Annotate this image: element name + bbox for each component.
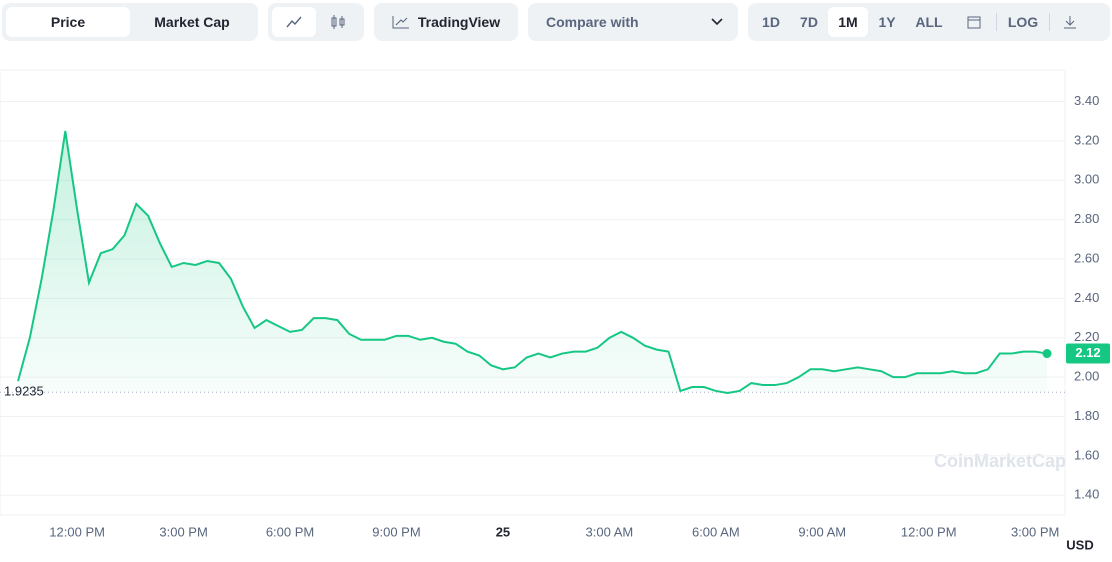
x-tick-label: 9:00 AM <box>798 524 846 539</box>
price-badge <box>1066 343 1110 364</box>
currency: USD <box>1066 537 1093 552</box>
x-tick-label: 6:00 PM <box>266 524 314 539</box>
download-icon <box>1064 16 1076 29</box>
x-tick-label: 3:00 AM <box>586 524 634 539</box>
line-icon <box>286 16 302 28</box>
range-button[interactable]: ALL <box>915 14 943 30</box>
price-line <box>17 130 1048 394</box>
divider <box>1049 13 1050 31</box>
y-tick-label: 2.40 <box>1074 290 1099 305</box>
tab-group: Price Market Cap <box>2 3 258 41</box>
range-button[interactable]: 7D <box>800 14 818 30</box>
download-button[interactable] <box>1050 7 1090 37</box>
tab[interactable]: Price <box>6 7 130 37</box>
chart-type-group <box>268 3 364 41</box>
range-button[interactable]: 1Y <box>878 14 896 30</box>
y-tick-label: 2.00 <box>1074 369 1099 384</box>
compare-label: Compare with <box>546 14 639 30</box>
tradingview-group: TradingView <box>374 3 518 41</box>
area <box>18 131 1047 393</box>
y-tick-label: 3.20 <box>1074 132 1099 147</box>
calendar-icon <box>967 16 981 29</box>
divider <box>996 13 997 31</box>
range-group: 1D 7D 1M 1Y ALL LOG <box>748 3 1110 41</box>
x-tick-label: 3:00 PM <box>1011 524 1059 539</box>
tradingview-label: TradingView <box>417 14 501 30</box>
x-tick-label: 25 <box>496 524 510 539</box>
y-tick-label: 2.60 <box>1074 250 1099 265</box>
range-button[interactable]: 1D <box>762 14 780 30</box>
y-tick-label: 2.20 <box>1074 329 1099 344</box>
x-tick-label: 9:00 PM <box>372 524 420 539</box>
last-point <box>1042 349 1052 359</box>
log-button[interactable]: LOG <box>1007 14 1039 30</box>
watermark: CoinMarketCap <box>934 451 1066 471</box>
candle-icon <box>331 15 345 29</box>
compare-dropdown[interactable]: Compare with <box>528 3 738 41</box>
calendar-button[interactable] <box>952 7 996 37</box>
y-tick-label: 1.80 <box>1074 408 1099 423</box>
tv-icon <box>392 16 409 29</box>
range-button[interactable]: 1M <box>828 7 868 37</box>
tab[interactable]: Market Cap <box>154 14 230 30</box>
price-badge-label: 2.12 <box>1075 345 1100 360</box>
plot-frame <box>0 69 1066 516</box>
y-tick-label: 3.40 <box>1074 93 1099 108</box>
line-button[interactable] <box>272 7 316 37</box>
y-tick-label: 2.80 <box>1074 211 1099 226</box>
x-tick-label: 12:00 PM <box>49 524 105 539</box>
tradingview-button[interactable]: TradingView <box>378 7 514 37</box>
x-tick-label: 6:00 AM <box>692 524 740 539</box>
y-tick-label: 1.60 <box>1074 447 1099 462</box>
y-tick-label: 3.00 <box>1074 172 1099 187</box>
y-tick-label: 1.40 <box>1074 487 1099 502</box>
x-tick-label: 3:00 PM <box>159 524 207 539</box>
chart: CoinMarketCap USD 1.401.601.802.002.202.… <box>0 69 1110 552</box>
x-tick-label: 12:00 PM <box>901 524 957 539</box>
chevron <box>711 18 723 26</box>
candle-button[interactable] <box>316 7 360 37</box>
